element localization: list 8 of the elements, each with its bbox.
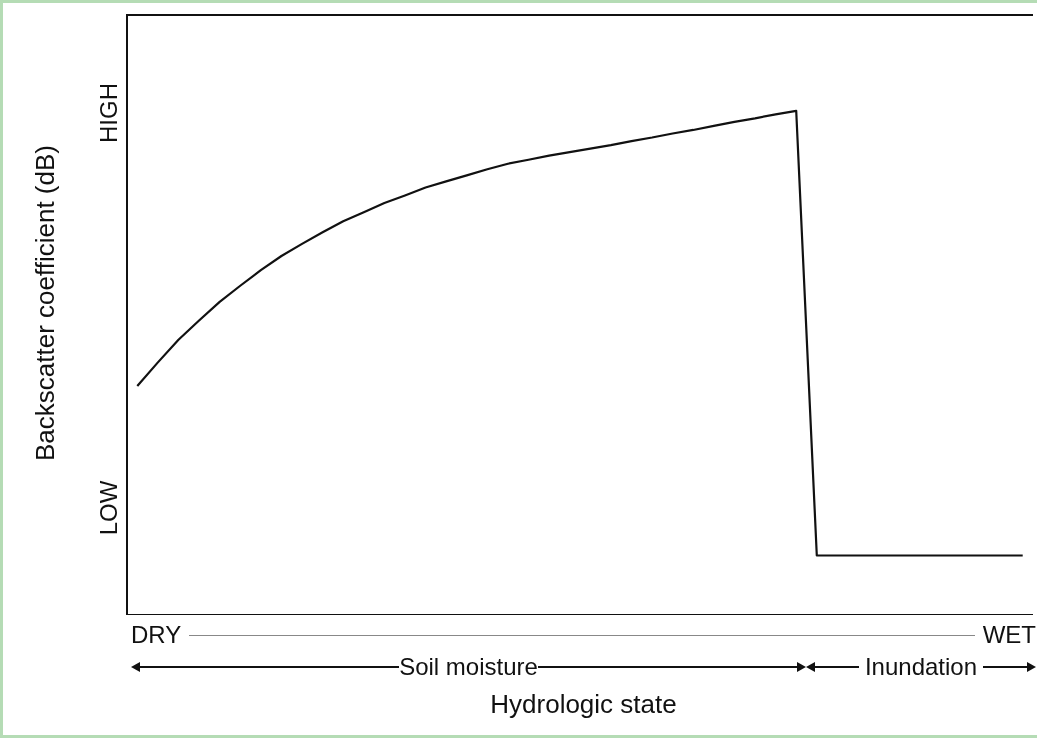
text: DRY — [131, 621, 182, 649]
x-axis-title: Hydrologic state — [489, 689, 678, 720]
text: Soil moisture — [399, 653, 538, 681]
text: WET — [982, 621, 1036, 649]
text: LOW — [95, 480, 123, 536]
text: HIGH — [95, 83, 123, 143]
text: Inundation — [864, 653, 978, 681]
y-axis-title: Backscatter coefficient (dB) — [29, 145, 61, 461]
